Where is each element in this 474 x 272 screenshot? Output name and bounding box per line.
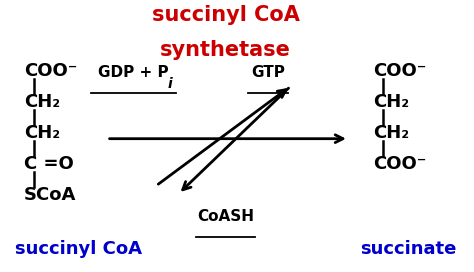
Text: COO⁻: COO⁻: [374, 62, 427, 81]
Text: succinyl CoA: succinyl CoA: [152, 5, 300, 25]
Text: CH₂: CH₂: [374, 124, 410, 142]
Text: CoASH: CoASH: [197, 209, 254, 224]
Text: CH₂: CH₂: [24, 93, 60, 111]
Text: succinate: succinate: [360, 240, 456, 258]
Text: synthetase: synthetase: [160, 40, 291, 60]
Text: SCoA: SCoA: [24, 186, 76, 204]
Text: C =O: C =O: [24, 155, 73, 173]
Text: COO⁻: COO⁻: [24, 62, 77, 81]
Text: i: i: [167, 76, 172, 91]
Text: CH₂: CH₂: [374, 93, 410, 111]
Text: CH₂: CH₂: [24, 124, 60, 142]
Text: COO⁻: COO⁻: [374, 155, 427, 173]
Text: GDP + P: GDP + P: [98, 65, 169, 80]
Text: GTP: GTP: [251, 65, 285, 80]
Text: succinyl CoA: succinyl CoA: [15, 240, 142, 258]
